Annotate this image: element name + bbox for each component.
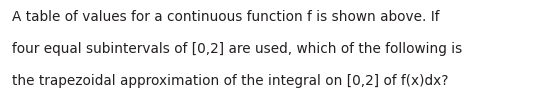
Text: A table of values for a continuous function f is shown above. If: A table of values for a continuous funct… [12,10,440,24]
Text: four equal subintervals of [0,2] are used, which of the following is: four equal subintervals of [0,2] are use… [12,42,462,56]
Text: the trapezoidal approximation of the integral on [0,2] of f(x)dx?: the trapezoidal approximation of the int… [12,74,449,88]
